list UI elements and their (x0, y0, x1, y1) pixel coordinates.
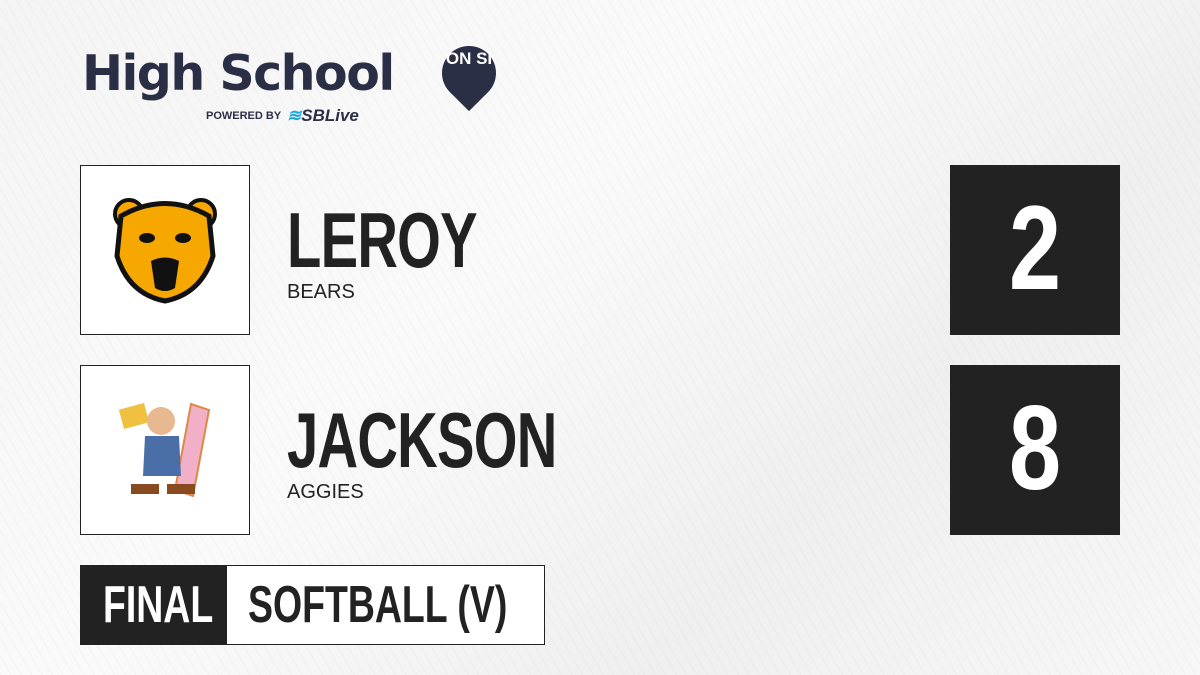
partner-logo: ≋SBLive (287, 106, 359, 125)
pin-text: ON SI (445, 49, 493, 68)
game-status-bar: FINAL SOFTBALL (V) (80, 565, 545, 645)
team-mascot: AGGIES (287, 481, 364, 503)
bear-logo-icon (113, 198, 217, 304)
final-badge: FINAL (81, 566, 227, 644)
aggies-logo-icon (118, 402, 211, 498)
score-box: 2 (950, 165, 1120, 335)
team-score: 8 (1008, 381, 1062, 515)
game-state: FINAL (103, 576, 214, 634)
team-logo-leroy (80, 165, 250, 335)
team-name: LEROY (287, 196, 478, 284)
score-box: 8 (950, 365, 1120, 535)
brand-title: High School (82, 45, 395, 102)
team-name: JACKSON (287, 396, 557, 484)
sport-label: SOFTBALL (V) (248, 576, 508, 634)
team-mascot: BEARS (287, 281, 355, 303)
team-score: 2 (1008, 181, 1062, 315)
team-logo-jackson (80, 365, 250, 535)
powered-by: POWERED BY (206, 110, 282, 122)
brand-logo: High School (82, 44, 395, 104)
